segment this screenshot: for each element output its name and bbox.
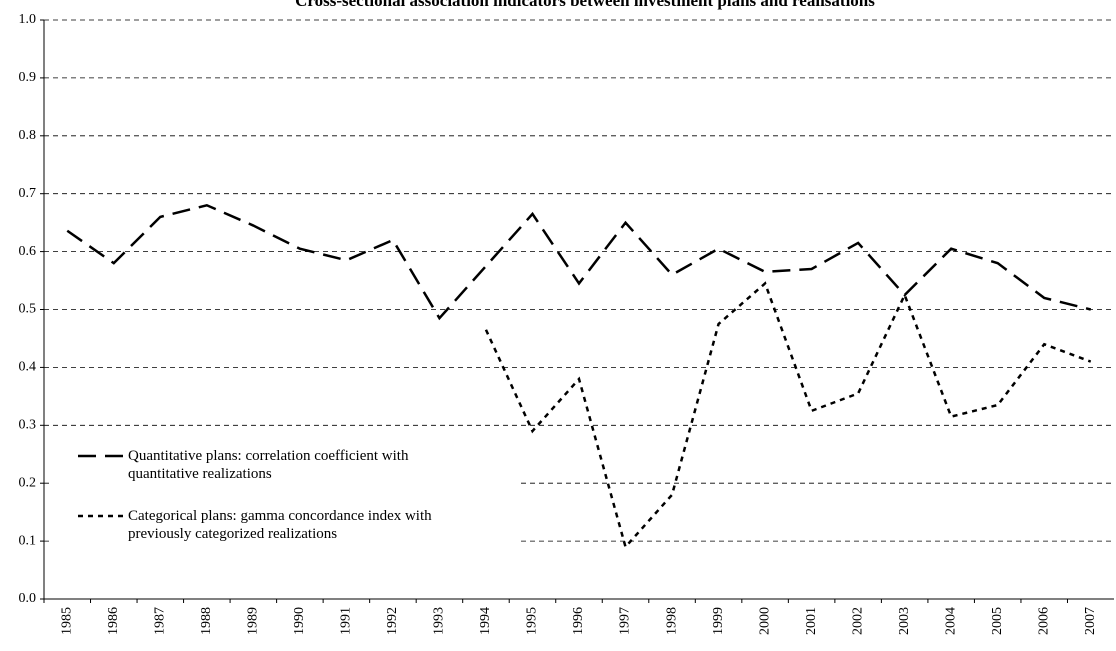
x-tick-label: 1995	[525, 607, 540, 635]
x-tick-label: 2002	[850, 607, 865, 635]
legend-label: Quantitative plans: correlation coeffici…	[128, 448, 409, 482]
y-tick-label: 0.8	[19, 128, 37, 143]
y-tick-label: 0.7	[19, 186, 37, 201]
x-tick-label: 2006	[1036, 607, 1051, 635]
y-tick-label: 0.0	[19, 591, 37, 606]
x-tick-label: 1998	[664, 607, 679, 635]
x-tick-label: 1985	[59, 607, 74, 635]
y-tick-label: 0.5	[19, 302, 37, 317]
x-tick-label: 2004	[943, 607, 958, 635]
y-tick-label: 0.9	[19, 70, 37, 85]
x-tick-label: 1997	[618, 607, 633, 635]
x-tick-label: 1993	[432, 607, 447, 635]
x-tick-label: 1992	[385, 607, 400, 635]
x-tick-label: 2001	[804, 607, 819, 635]
x-tick-label: 1988	[199, 607, 214, 635]
x-tick-label: 2007	[1083, 607, 1098, 635]
x-tick-label: 1996	[571, 607, 586, 635]
y-tick-label: 0.3	[19, 418, 37, 433]
x-tick-label: 2000	[757, 607, 772, 635]
x-tick-label: 1989	[246, 607, 261, 635]
x-tick-label: 1991	[339, 607, 354, 635]
legend-label: Categorical plans: gamma concordance ind…	[128, 508, 432, 542]
chart-title: Cross-sectional association indicators b…	[295, 0, 875, 10]
legend-box	[52, 440, 520, 588]
x-tick-label: 1987	[153, 607, 168, 635]
y-tick-label: 0.4	[19, 360, 37, 375]
y-tick-label: 1.0	[19, 12, 37, 27]
y-tick-label: 0.1	[19, 533, 37, 548]
y-tick-label: 0.2	[19, 475, 37, 490]
x-tick-label: 1990	[292, 607, 307, 635]
series-line	[484, 281, 1092, 550]
x-tick-label: 1994	[478, 607, 493, 635]
x-tick-label: 2003	[897, 607, 912, 635]
x-tick-label: 1999	[711, 607, 726, 635]
series-line	[66, 203, 1092, 321]
y-tick-label: 0.6	[19, 244, 37, 259]
x-tick-label: 2005	[990, 607, 1005, 635]
x-tick-label: 1986	[106, 607, 121, 635]
